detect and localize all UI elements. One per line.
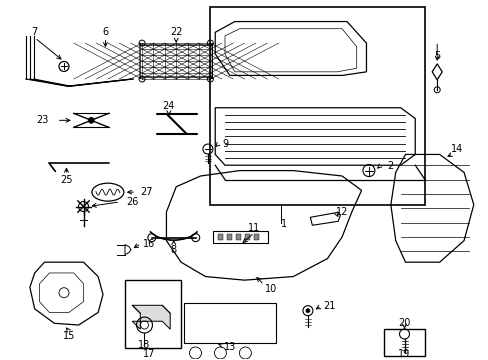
Text: 7: 7 — [32, 27, 38, 37]
Text: 24: 24 — [163, 101, 175, 111]
Bar — [183, 303, 276, 343]
Text: 16: 16 — [143, 239, 155, 248]
Text: 5: 5 — [433, 51, 439, 61]
Text: 12: 12 — [335, 207, 347, 217]
Bar — [226, 234, 231, 240]
Text: 20: 20 — [398, 318, 410, 328]
Text: 15: 15 — [62, 331, 75, 341]
Bar — [212, 231, 267, 243]
Text: 13: 13 — [224, 342, 236, 352]
Text: 14: 14 — [449, 144, 462, 154]
Bar — [253, 234, 258, 240]
Bar — [210, 7, 424, 205]
Text: 17: 17 — [143, 349, 155, 359]
Text: 22: 22 — [170, 27, 182, 37]
Text: 23: 23 — [36, 115, 48, 125]
Text: 18: 18 — [138, 340, 150, 350]
Circle shape — [88, 117, 94, 123]
Text: 2: 2 — [387, 161, 393, 171]
Text: 19: 19 — [398, 349, 410, 359]
Bar — [125, 280, 181, 348]
Text: 8: 8 — [170, 244, 177, 255]
Text: 10: 10 — [264, 284, 277, 294]
Text: 9: 9 — [222, 139, 227, 149]
Text: 21: 21 — [323, 301, 335, 311]
Text: 6: 6 — [102, 27, 108, 37]
Bar — [235, 234, 240, 240]
Bar — [244, 234, 249, 240]
Text: 27: 27 — [141, 187, 153, 197]
Circle shape — [305, 309, 309, 313]
Text: 25: 25 — [60, 175, 73, 185]
Text: 1: 1 — [281, 220, 287, 229]
Polygon shape — [132, 305, 170, 329]
Bar — [383, 329, 424, 356]
Text: 26: 26 — [126, 197, 138, 207]
Bar — [217, 234, 223, 240]
Circle shape — [59, 62, 69, 71]
Text: 11: 11 — [247, 223, 260, 233]
